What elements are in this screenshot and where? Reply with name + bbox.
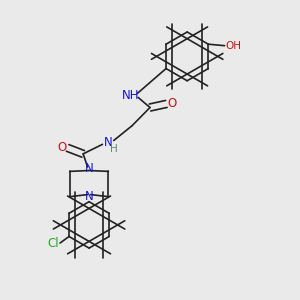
- Text: OH: OH: [226, 41, 242, 51]
- Text: Cl: Cl: [47, 237, 59, 250]
- Text: N: N: [103, 136, 112, 149]
- Text: N: N: [85, 162, 93, 175]
- Text: N: N: [85, 190, 93, 203]
- Text: NH: NH: [122, 88, 140, 101]
- Text: O: O: [57, 141, 67, 154]
- Text: H: H: [110, 144, 118, 154]
- Text: O: O: [168, 98, 177, 110]
